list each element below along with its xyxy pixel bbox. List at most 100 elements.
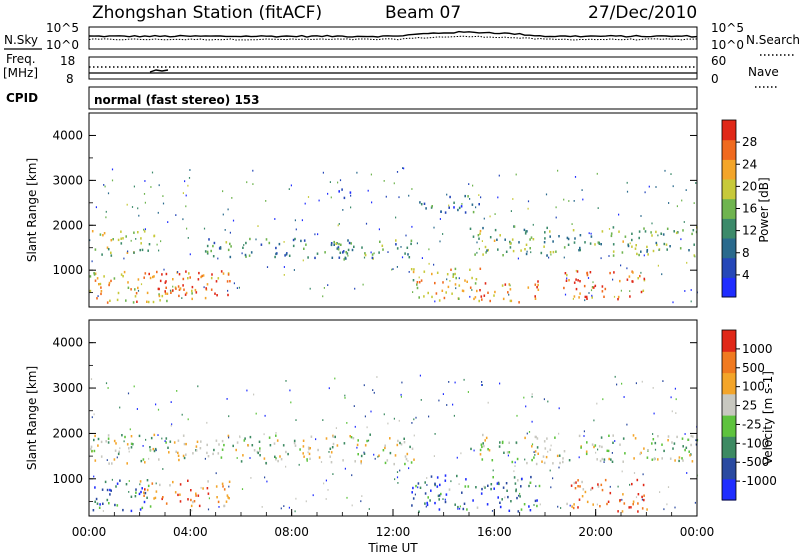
heatmap-cell bbox=[401, 381, 403, 384]
heatmap-cell bbox=[530, 475, 532, 479]
heatmap-cell bbox=[397, 439, 399, 443]
heatmap-cell bbox=[147, 249, 149, 252]
heatmap-cell bbox=[458, 206, 461, 210]
heatmap-cell bbox=[158, 287, 160, 291]
heatmap-cell bbox=[496, 482, 499, 485]
heatmap-cell bbox=[91, 416, 93, 419]
heatmap-cell bbox=[640, 271, 642, 274]
heatmap-cell bbox=[373, 453, 375, 456]
colorbar-swatch bbox=[722, 238, 736, 259]
heatmap-cell bbox=[638, 236, 640, 240]
heatmap-cell bbox=[322, 295, 324, 298]
colorbar-tick-label: 1000 bbox=[742, 342, 773, 356]
heatmap-cell bbox=[236, 457, 238, 459]
heatmap-cell bbox=[139, 248, 141, 252]
heatmap-cell bbox=[446, 404, 448, 406]
heatmap-cell bbox=[308, 452, 311, 456]
heatmap-cell bbox=[215, 280, 218, 283]
freq-left-tick-top: 18 bbox=[60, 54, 75, 68]
heatmap-cell bbox=[575, 269, 577, 272]
heatmap-cell bbox=[307, 256, 309, 259]
freq-right-tick-bottom: 0 bbox=[711, 72, 719, 86]
heatmap-cell bbox=[618, 213, 620, 216]
heatmap-cell bbox=[608, 457, 610, 461]
heatmap-cell bbox=[364, 444, 367, 447]
heatmap-cell bbox=[268, 436, 271, 439]
heatmap-cell bbox=[491, 510, 494, 512]
heatmap-cell bbox=[148, 243, 151, 246]
heatmap-cell bbox=[446, 273, 449, 276]
heatmap-cell bbox=[103, 275, 105, 278]
heatmap-cell bbox=[536, 286, 538, 289]
heatmap-cell bbox=[519, 492, 521, 495]
heatmap-cell bbox=[249, 435, 252, 439]
heatmap-cell bbox=[354, 460, 356, 463]
heatmap-cell bbox=[529, 247, 531, 250]
heatmap-cell bbox=[99, 503, 101, 506]
heatmap-cell bbox=[143, 500, 146, 504]
heatmap-cell bbox=[200, 275, 202, 279]
heatmap-cell bbox=[197, 385, 199, 388]
heatmap-cell bbox=[654, 448, 657, 451]
heatmap-cell bbox=[691, 460, 694, 463]
heatmap-cell bbox=[132, 443, 134, 446]
heatmap-cell bbox=[161, 294, 164, 298]
heatmap-cell bbox=[476, 251, 478, 254]
heatmap-cell bbox=[478, 237, 480, 240]
heatmap-cell bbox=[688, 450, 690, 453]
heatmap-cell bbox=[338, 223, 340, 225]
heatmap-cell bbox=[167, 446, 169, 449]
heatmap-cell bbox=[558, 466, 560, 469]
heatmap-cell bbox=[612, 226, 615, 229]
heatmap-cell bbox=[405, 457, 408, 461]
heatmap-cell bbox=[214, 292, 216, 295]
heatmap-cell bbox=[169, 440, 172, 443]
heatmap-cell bbox=[509, 288, 512, 291]
heatmap-cell bbox=[302, 452, 304, 455]
heatmap-cell bbox=[574, 176, 577, 178]
heatmap-cell bbox=[496, 238, 498, 241]
heatmap-cell bbox=[143, 228, 145, 231]
heatmap-cell bbox=[335, 427, 337, 429]
heatmap-cell bbox=[424, 481, 426, 484]
heatmap-cell bbox=[384, 461, 387, 465]
heatmap-cell bbox=[444, 500, 447, 504]
heatmap-cell bbox=[144, 488, 146, 491]
colorbar-tick-label: 8 bbox=[742, 246, 750, 260]
heatmap-cell bbox=[316, 252, 319, 255]
heatmap-cell bbox=[179, 493, 181, 496]
heatmap-cell bbox=[346, 496, 348, 499]
heatmap-cell bbox=[396, 266, 398, 268]
heatmap-cell bbox=[399, 441, 401, 445]
heatmap-cell bbox=[457, 505, 459, 509]
heatmap-cell bbox=[201, 274, 203, 278]
heatmap-cell bbox=[295, 497, 297, 500]
heatmap-cell bbox=[666, 503, 668, 506]
heatmap-cell bbox=[475, 486, 477, 489]
heatmap-cell bbox=[563, 246, 566, 249]
heatmap-cell bbox=[337, 246, 340, 249]
heatmap-cell bbox=[460, 205, 463, 208]
heatmap-cell bbox=[120, 242, 123, 245]
heatmap-cell bbox=[591, 294, 593, 297]
heatmap-cell bbox=[533, 504, 535, 506]
heatmap-cell bbox=[420, 399, 422, 401]
heatmap-cell bbox=[224, 229, 226, 231]
heatmap-cell bbox=[123, 270, 126, 274]
heatmap-cell bbox=[670, 173, 672, 175]
heatmap-cell bbox=[529, 238, 531, 241]
velocity-cbar-label: Velocity [m s-1] bbox=[761, 371, 775, 465]
heatmap-cell bbox=[536, 499, 538, 502]
heatmap-cell bbox=[210, 288, 213, 291]
heatmap-cell bbox=[140, 283, 143, 286]
heatmap-cell bbox=[165, 502, 168, 505]
heatmap-cell bbox=[143, 230, 146, 233]
velocity-cbar-label-text: Velocity [m s-1] bbox=[761, 371, 775, 465]
heatmap-cell bbox=[458, 284, 461, 287]
heatmap-cell bbox=[307, 451, 309, 454]
heatmap-cell bbox=[115, 485, 117, 488]
heatmap-cell bbox=[484, 245, 487, 249]
heatmap-cell bbox=[514, 465, 516, 467]
heatmap-cell bbox=[94, 459, 97, 462]
